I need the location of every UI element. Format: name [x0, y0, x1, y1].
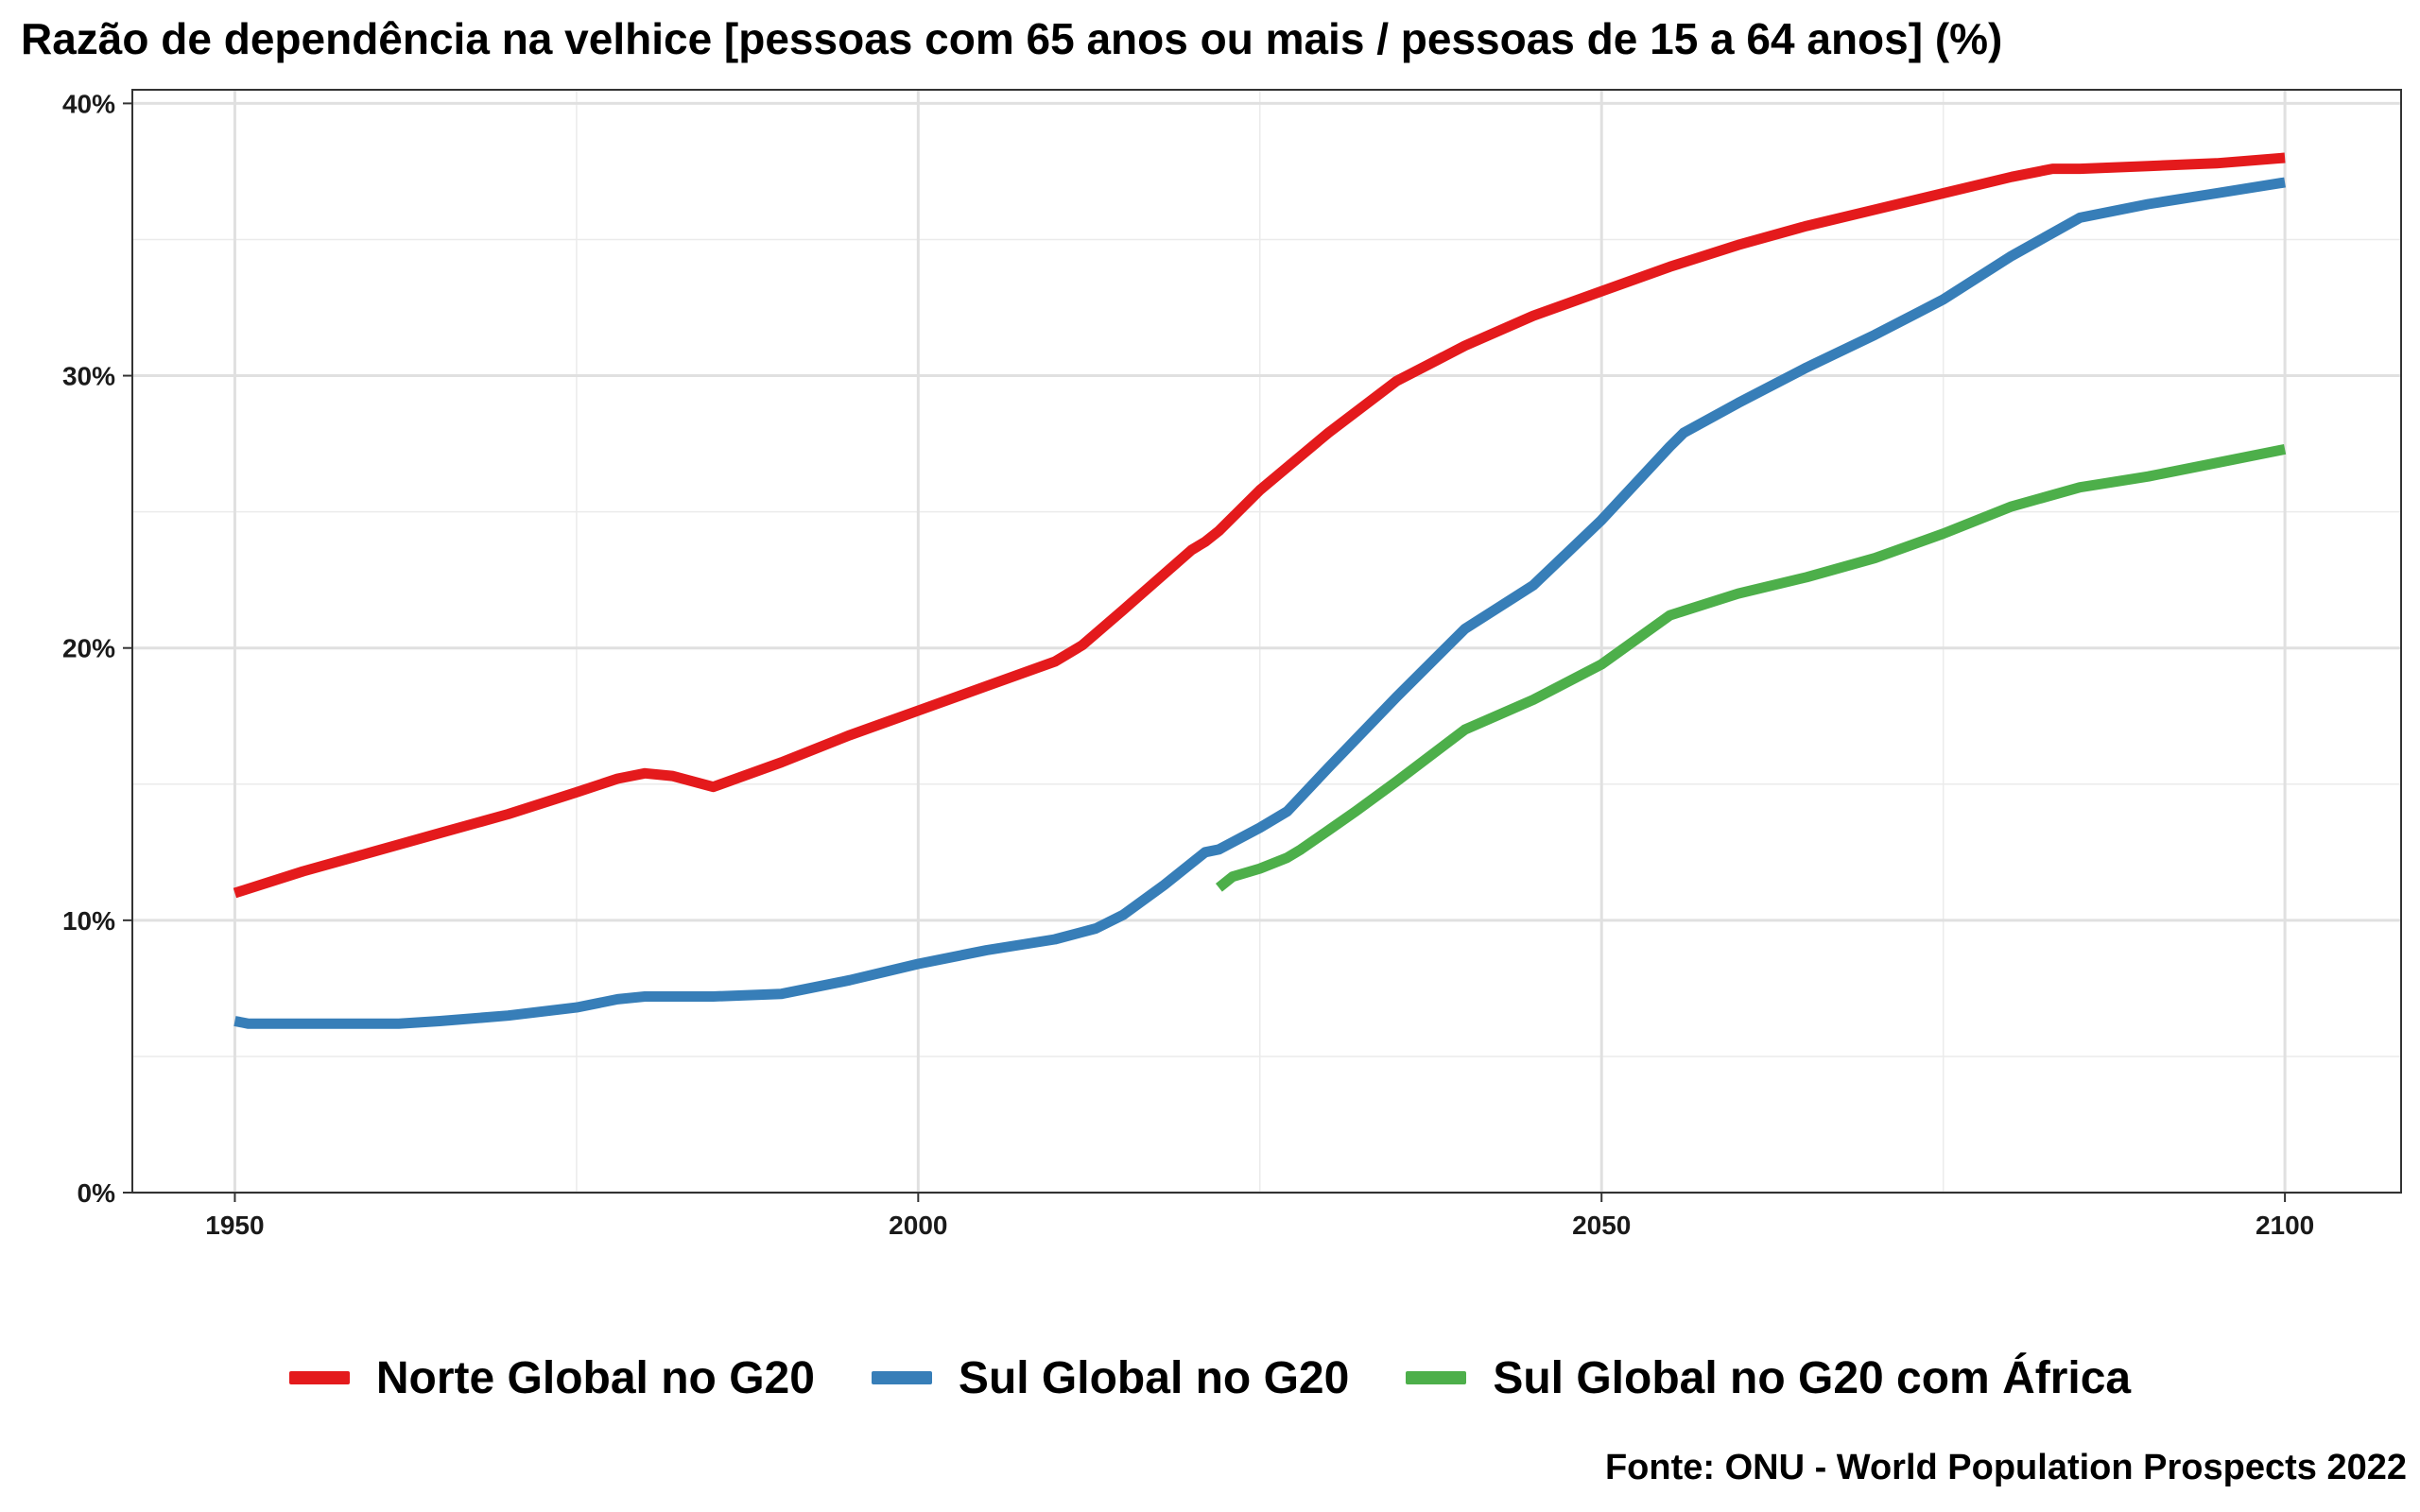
x-axis: 1950 2000 2050 2100 [205, 1193, 2314, 1240]
legend-label: Norte Global no G20 [375, 1352, 815, 1403]
x-tick-label: 2050 [1572, 1211, 1631, 1240]
legend-key [1406, 1371, 1467, 1384]
chart-title: Razão de dependência na velhice [pessoas… [21, 14, 2003, 63]
legend-item-2: Sul Global no G20 [871, 1352, 1350, 1404]
y-tick-label: 40% [62, 89, 115, 118]
x-tick-label: 2000 [889, 1211, 947, 1240]
grid-lines [132, 90, 2401, 1194]
series-line-2 [233, 177, 2286, 1029]
x-tick-label: 1950 [205, 1211, 264, 1240]
plot-panel-border [131, 89, 2402, 1194]
legend: Norte Global no G20 Sul Global no G20 Sul … [0, 1340, 2420, 1416]
series-line-3 [1215, 444, 2287, 892]
y-axis: 0% 10% 20% 30% 40% [62, 89, 132, 1208]
legend-item-3: Sul Global no G20 com África [1406, 1352, 2131, 1404]
legend-label: Sul Global no G20 com África [1493, 1352, 2132, 1403]
legend-key [871, 1371, 932, 1384]
y-tick-label: 0% [78, 1178, 116, 1208]
legend-key [288, 1371, 350, 1384]
y-tick-label: 30% [62, 362, 115, 391]
y-tick-label: 20% [62, 634, 115, 663]
series-line-1 [233, 152, 2286, 899]
source-caption: Fonte: ONU - World Population Prospects … [1604, 1448, 2407, 1487]
x-tick-label: 2100 [2256, 1211, 2314, 1240]
series-lines [233, 152, 2287, 1029]
legend-label: Sul Global no G20 [958, 1352, 1350, 1403]
legend-item-1: Norte Global no G20 [288, 1352, 815, 1404]
y-tick-label: 10% [62, 906, 115, 936]
